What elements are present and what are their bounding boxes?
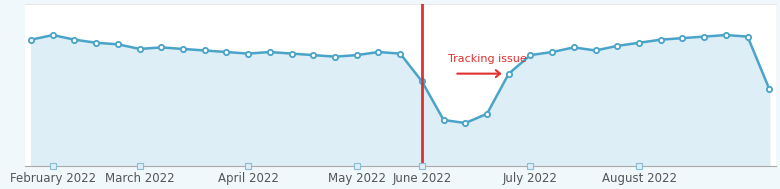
Text: Tracking issue: Tracking issue [448, 54, 526, 64]
